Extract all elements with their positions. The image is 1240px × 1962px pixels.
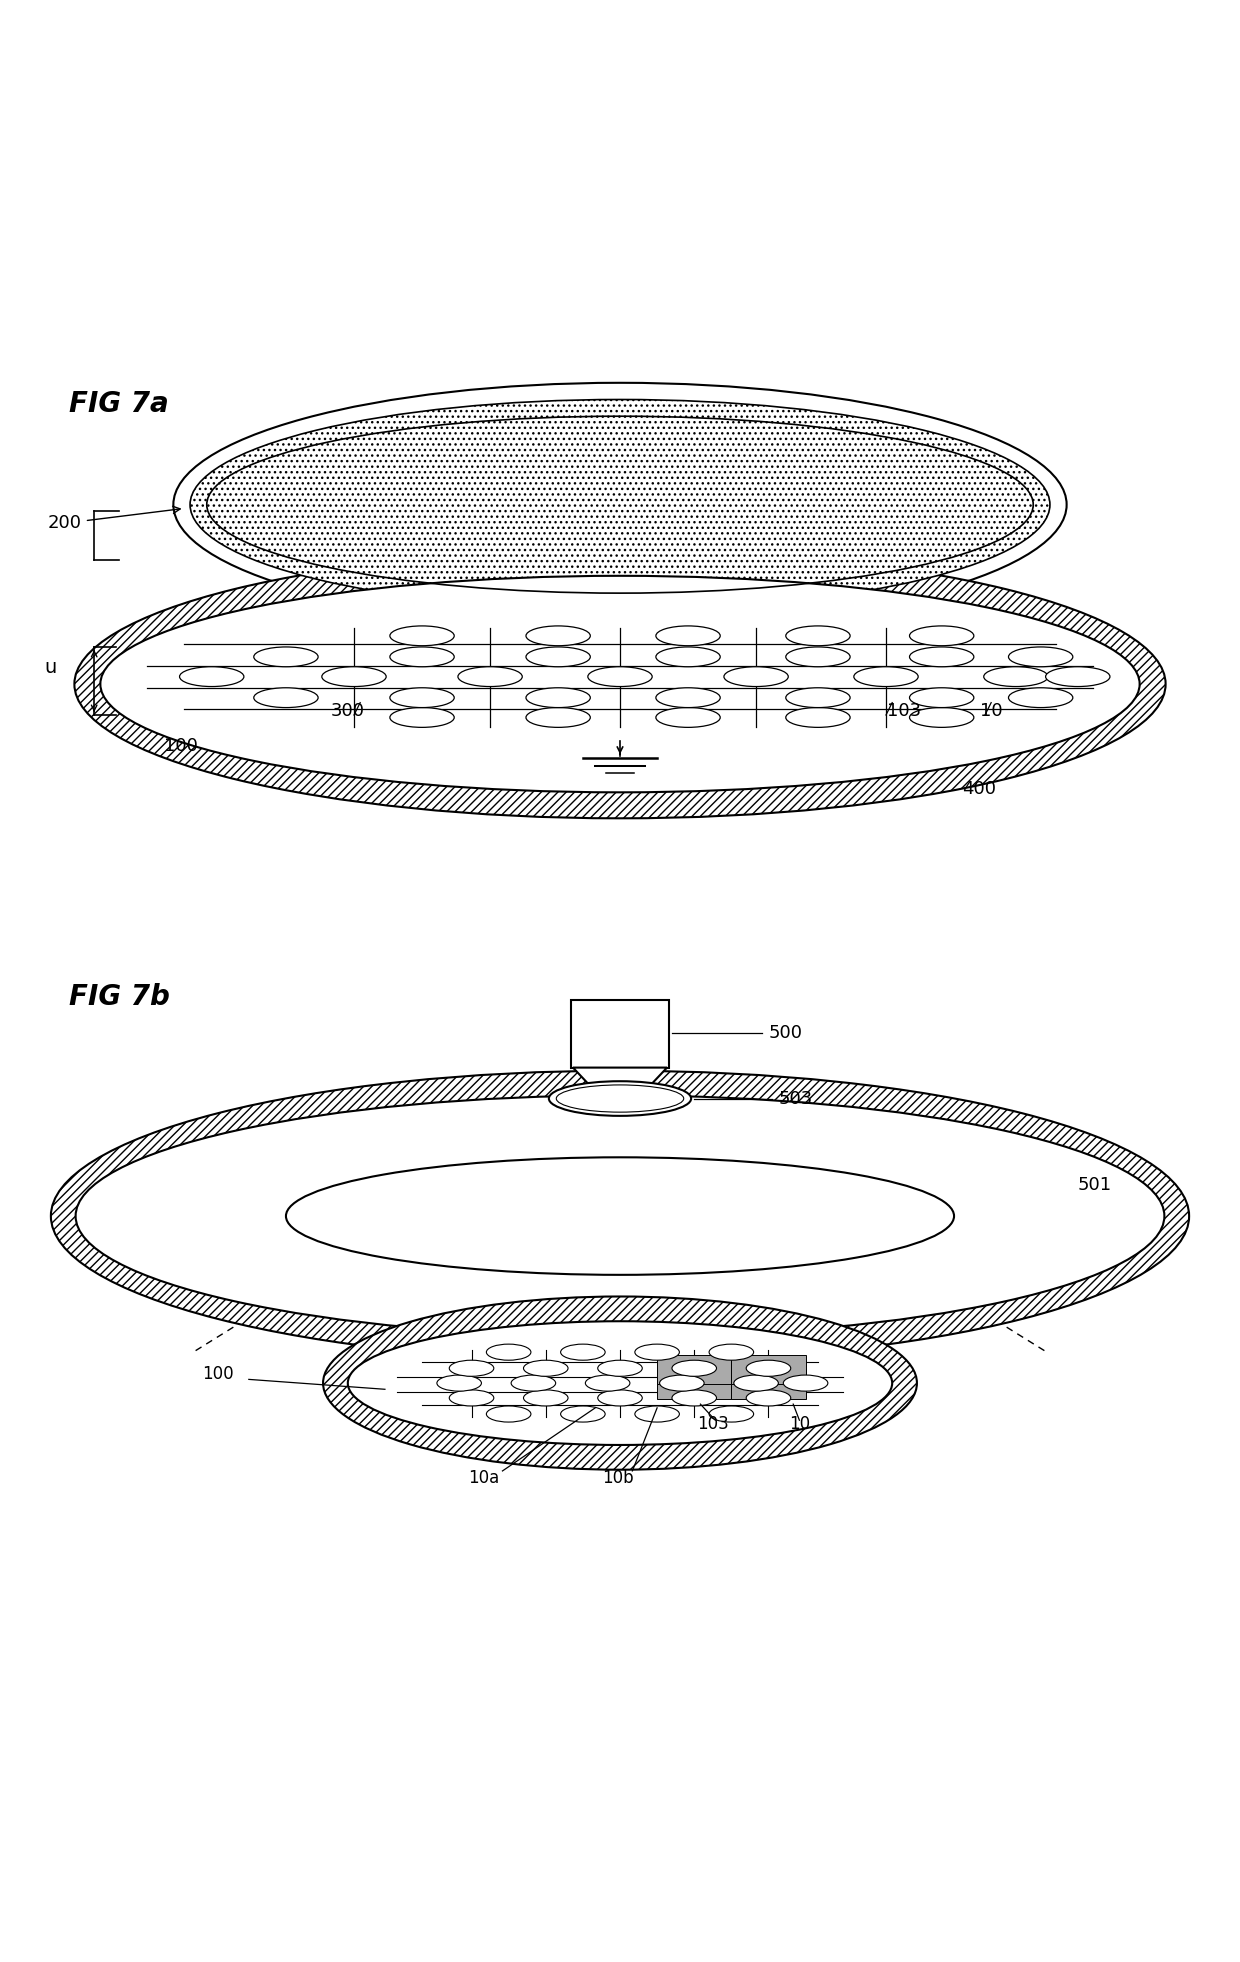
Bar [570,999,670,1067]
Ellipse shape [190,400,1050,610]
Text: 10b: 10b [601,1470,634,1487]
Ellipse shape [511,1375,556,1391]
Ellipse shape [724,667,789,687]
Text: FIG 7a: FIG 7a [69,390,169,418]
Ellipse shape [254,647,319,667]
Ellipse shape [909,708,973,728]
Ellipse shape [786,626,851,645]
Ellipse shape [709,1407,754,1422]
Ellipse shape [909,647,973,667]
Ellipse shape [526,689,590,708]
Ellipse shape [598,1389,642,1407]
Ellipse shape [588,667,652,687]
Bar [657,1369,732,1399]
Ellipse shape [449,1360,494,1375]
Ellipse shape [909,626,973,645]
Text: 103: 103 [888,702,921,720]
Ellipse shape [786,647,851,667]
Ellipse shape [389,647,454,667]
Ellipse shape [786,708,851,728]
Ellipse shape [389,708,454,728]
Ellipse shape [909,689,973,708]
Ellipse shape [322,667,386,687]
Text: 100: 100 [164,738,197,755]
Polygon shape [573,1067,667,1089]
Ellipse shape [389,689,454,708]
Ellipse shape [560,1344,605,1360]
Bar [732,1369,806,1399]
Text: 500: 500 [769,1024,802,1042]
Ellipse shape [784,1375,828,1391]
Ellipse shape [1008,689,1073,708]
Ellipse shape [523,1360,568,1375]
Ellipse shape [347,1320,893,1444]
Text: 10: 10 [980,702,1002,720]
Ellipse shape [526,708,590,728]
Ellipse shape [983,667,1048,687]
Ellipse shape [100,575,1140,793]
Ellipse shape [635,1344,680,1360]
Ellipse shape [635,1407,680,1422]
Ellipse shape [1008,647,1073,667]
Ellipse shape [389,626,454,645]
Ellipse shape [672,1389,717,1407]
Ellipse shape [526,626,590,645]
Text: u: u [45,659,57,677]
Ellipse shape [746,1360,791,1375]
Text: 501: 501 [1078,1175,1112,1195]
Text: 300: 300 [331,702,365,720]
Text: FIG 7b: FIG 7b [69,983,170,1012]
Ellipse shape [449,1389,494,1407]
Text: 503: 503 [779,1089,812,1107]
Bar [732,1354,806,1385]
Text: 10a: 10a [469,1470,500,1487]
Ellipse shape [560,1407,605,1422]
Bar [657,1354,732,1385]
Ellipse shape [660,1375,704,1391]
Ellipse shape [656,626,720,645]
Ellipse shape [549,1081,691,1116]
Ellipse shape [458,667,522,687]
Ellipse shape [1045,667,1110,687]
Ellipse shape [656,647,720,667]
Ellipse shape [854,667,918,687]
Ellipse shape [324,1297,916,1470]
Ellipse shape [656,708,720,728]
Ellipse shape [436,1375,481,1391]
Ellipse shape [74,549,1166,818]
Ellipse shape [254,689,319,708]
Ellipse shape [786,689,851,708]
Ellipse shape [486,1407,531,1422]
Text: 10: 10 [789,1415,810,1432]
Text: 100: 100 [202,1366,233,1383]
Ellipse shape [672,1360,717,1375]
Ellipse shape [598,1360,642,1375]
Ellipse shape [526,647,590,667]
Text: 400: 400 [962,781,996,799]
Text: 103: 103 [697,1415,729,1432]
Ellipse shape [585,1375,630,1391]
Ellipse shape [286,1158,954,1275]
Ellipse shape [734,1375,779,1391]
Ellipse shape [76,1095,1164,1336]
Ellipse shape [180,667,244,687]
Ellipse shape [174,383,1066,626]
Ellipse shape [746,1389,791,1407]
Ellipse shape [51,1071,1189,1362]
Ellipse shape [656,689,720,708]
Ellipse shape [486,1344,531,1360]
Text: 200: 200 [48,506,180,532]
Ellipse shape [523,1389,568,1407]
Ellipse shape [709,1344,754,1360]
